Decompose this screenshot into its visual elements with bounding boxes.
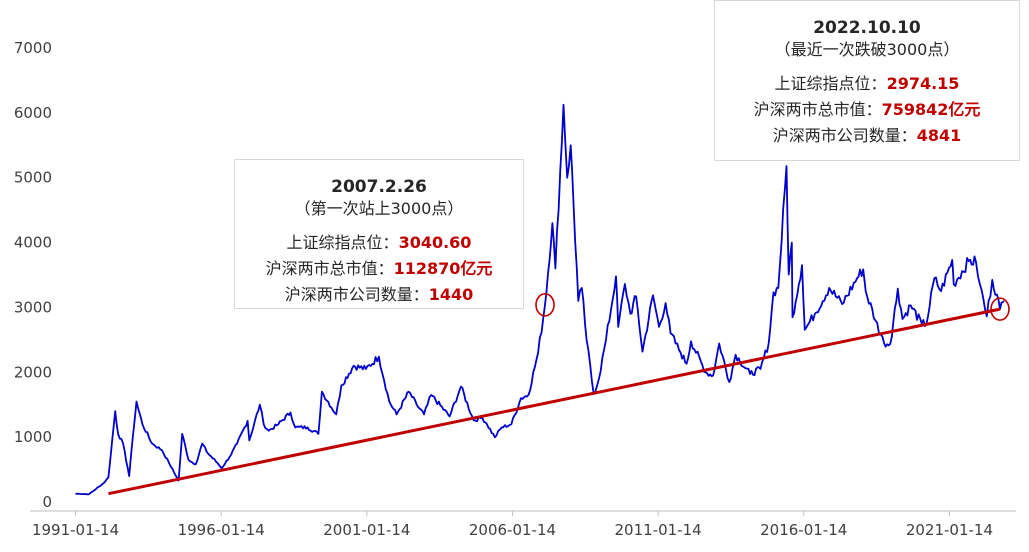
highlight-circle — [535, 293, 555, 317]
annotation-label: 沪深两市总市值： — [753, 100, 882, 119]
annotation-date: 2007.2.26 — [331, 177, 427, 197]
x-axis-ticks: 1991-01-14 1996-01-14 2001-01-14 2006-01-14… — [32, 511, 993, 539]
y-tick-label: 5000 — [14, 169, 52, 187]
y-axis-ticks: 0 1000 2000 3000 4000 5000 6000 7000 — [14, 39, 52, 511]
annotation-label: 上证综指点位： — [286, 233, 399, 252]
highlight-circles — [535, 293, 1010, 321]
annotation-box-2007: 2007.2.26 （第一次站上3000点） 上证综指点位：3040.60 沪深… — [234, 159, 524, 309]
y-tick-label: 7000 — [14, 39, 52, 57]
annotation-row-index-level: 上证综指点位：2974.15 — [715, 71, 1019, 97]
annotation-row-company-count: 沪深两市公司数量：1440 — [235, 282, 523, 308]
y-tick-label: 0 — [42, 493, 52, 511]
annotation-label: 上证综指点位： — [774, 74, 887, 93]
y-tick-label: 6000 — [14, 104, 52, 122]
x-tick-label: 2011-01-14 — [615, 521, 702, 539]
annotation-value: 3040.60 — [398, 233, 472, 252]
annotation-label: 沪深两市公司数量： — [772, 126, 917, 145]
annotation-value: 759842亿元 — [881, 100, 981, 119]
x-tick-label: 2001-01-14 — [323, 521, 410, 539]
annotation-box-2022: 2022.10.10 （最近一次跌破3000点） 上证综指点位：2974.15 … — [714, 0, 1020, 161]
x-tick-label: 2016-01-14 — [760, 521, 847, 539]
annotation-subtitle: （最近一次跌破3000点） — [774, 40, 960, 59]
series-line-shanghai-composite — [75, 103, 1005, 496]
annotation-value: 4841 — [916, 126, 962, 145]
annotation-value: 112870亿元 — [393, 259, 493, 278]
y-tick-label: 2000 — [14, 363, 52, 381]
x-tick-label: 1996-01-14 — [178, 521, 265, 539]
x-tick-label: 2021-01-14 — [906, 521, 993, 539]
x-tick-label: 2006-01-14 — [469, 521, 556, 539]
annotation-value: 1440 — [428, 285, 474, 304]
annotation-row-market-cap: 沪深两市总市值：112870亿元 — [235, 256, 523, 282]
highlight-circle — [990, 297, 1010, 321]
annotation-row-index-level: 上证综指点位：3040.60 — [235, 230, 523, 256]
annotation-value: 2974.15 — [886, 74, 960, 93]
trend-line — [108, 307, 1001, 496]
y-tick-label: 1000 — [14, 428, 52, 446]
y-tick-label: 3000 — [14, 298, 52, 316]
annotation-row-company-count: 沪深两市公司数量：4841 — [715, 123, 1019, 149]
annotation-label: 沪深两市公司数量： — [284, 285, 429, 304]
annotation-row-market-cap: 沪深两市总市值：759842亿元 — [715, 97, 1019, 123]
y-tick-label: 4000 — [14, 234, 52, 252]
annotation-date: 2022.10.10 — [813, 18, 921, 38]
annotation-label: 沪深两市总市值： — [265, 259, 394, 278]
annotation-subtitle: （第一次站上3000点） — [294, 199, 464, 218]
x-tick-label: 1991-01-14 — [32, 521, 119, 539]
